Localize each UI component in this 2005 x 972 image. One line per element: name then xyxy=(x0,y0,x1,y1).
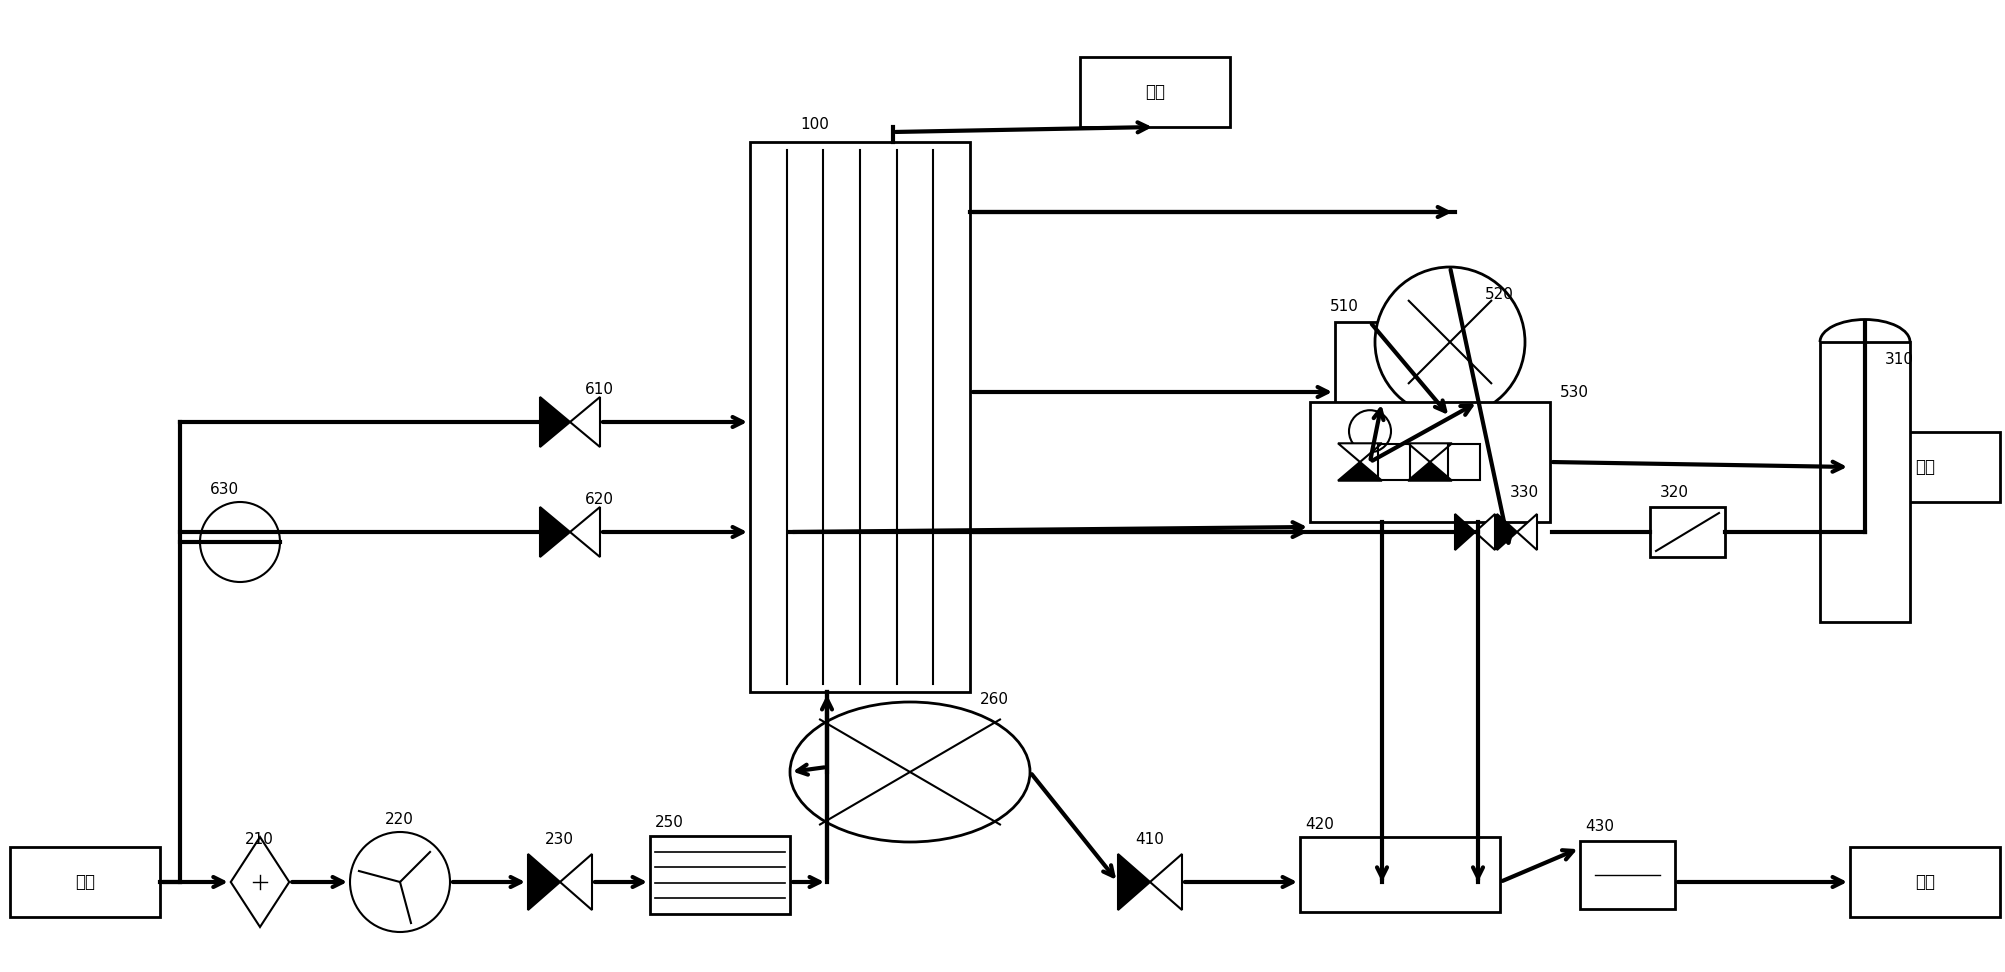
Bar xyxy=(1309,402,1550,522)
Polygon shape xyxy=(1337,443,1381,462)
Circle shape xyxy=(200,502,281,582)
Bar xyxy=(10,847,160,917)
Text: 220: 220 xyxy=(385,812,413,827)
Polygon shape xyxy=(1496,514,1516,550)
Bar xyxy=(1335,322,1404,462)
Text: 430: 430 xyxy=(1584,819,1614,834)
Text: 630: 630 xyxy=(211,482,239,497)
Bar xyxy=(1448,444,1480,480)
Bar xyxy=(1299,837,1500,912)
Text: 520: 520 xyxy=(1484,287,1514,302)
Text: 420: 420 xyxy=(1305,817,1333,832)
Text: 410: 410 xyxy=(1135,832,1163,847)
Polygon shape xyxy=(1149,854,1181,910)
Polygon shape xyxy=(1454,514,1474,550)
Text: 330: 330 xyxy=(1510,485,1538,500)
Bar xyxy=(1849,432,1999,502)
Ellipse shape xyxy=(790,702,1029,842)
Bar xyxy=(1819,342,1909,622)
Polygon shape xyxy=(1408,462,1452,481)
Text: 320: 320 xyxy=(1660,485,1688,500)
Bar xyxy=(750,142,970,692)
Bar xyxy=(650,836,790,914)
Text: 310: 310 xyxy=(1885,352,1913,367)
Polygon shape xyxy=(539,397,569,447)
Polygon shape xyxy=(1474,514,1494,550)
Text: 620: 620 xyxy=(585,492,614,507)
Polygon shape xyxy=(539,507,569,557)
Polygon shape xyxy=(527,854,559,910)
Text: 250: 250 xyxy=(656,815,684,830)
Bar xyxy=(1377,444,1410,480)
Polygon shape xyxy=(569,397,599,447)
Polygon shape xyxy=(1516,514,1536,550)
Text: 空气: 空气 xyxy=(1145,83,1165,101)
Text: 空气: 空气 xyxy=(1915,873,1935,891)
Polygon shape xyxy=(559,854,591,910)
Polygon shape xyxy=(1408,443,1452,462)
Text: 530: 530 xyxy=(1560,385,1588,400)
Polygon shape xyxy=(569,507,599,557)
Bar xyxy=(1849,847,1999,917)
Text: 260: 260 xyxy=(980,692,1009,707)
Text: 230: 230 xyxy=(545,832,573,847)
Circle shape xyxy=(1373,267,1524,417)
Bar xyxy=(1580,841,1674,909)
Text: 100: 100 xyxy=(800,117,828,132)
Bar xyxy=(1650,507,1724,557)
Polygon shape xyxy=(1117,854,1149,910)
Text: 510: 510 xyxy=(1329,299,1357,314)
Text: 空气: 空气 xyxy=(1915,458,1935,476)
Text: 610: 610 xyxy=(585,382,614,397)
Text: 空气: 空气 xyxy=(74,873,94,891)
Text: 210: 210 xyxy=(245,832,275,847)
Bar xyxy=(1079,57,1229,127)
Polygon shape xyxy=(1337,462,1381,481)
